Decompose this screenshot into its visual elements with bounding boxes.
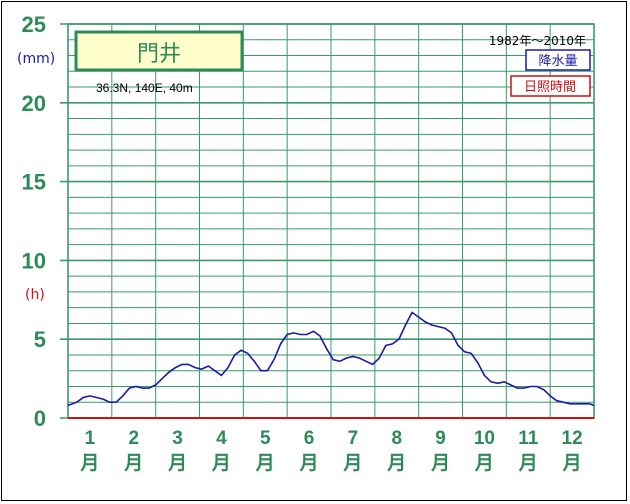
- station-box: [74, 30, 244, 72]
- x-tick-month-number: 6: [304, 428, 315, 449]
- x-tick-month-number: 2: [128, 428, 139, 449]
- legend-precip-label: 降水量: [538, 54, 577, 69]
- x-tick-month-kanji: 月: [386, 453, 406, 474]
- x-tick-month-kanji: 月: [430, 453, 450, 474]
- y-tick-label: 25: [22, 12, 46, 37]
- precip-unit-label: (mm): [17, 51, 55, 67]
- x-tick-month-kanji: 月: [518, 453, 538, 474]
- x-tick-month-number: 5: [260, 428, 271, 449]
- legend-precip-box: [525, 49, 591, 71]
- x-tick-month-number: 7: [348, 428, 359, 449]
- y-tick-label: 15: [22, 170, 46, 195]
- x-tick-month-kanji: 月: [211, 453, 231, 474]
- x-tick-month-kanji: 月: [474, 453, 494, 474]
- legend-sunshine-box: [510, 75, 591, 97]
- precip-series-line: [67, 311, 595, 407]
- x-tick-month-number: 1: [85, 428, 96, 449]
- y-tick-label: 0: [34, 406, 46, 431]
- y-tick-label: 5: [34, 327, 46, 352]
- x-tick-month-kanji: 月: [123, 453, 143, 474]
- legend-sunshine-label: 日照時間: [524, 80, 576, 95]
- sunshine-unit-label: (h): [25, 287, 45, 303]
- x-tick-month-number: 9: [435, 428, 446, 449]
- station-name: 門井: [137, 42, 181, 67]
- y-axis-labels: 0 5 10 15 20 25: [22, 12, 46, 431]
- x-tick-month-number: 10: [474, 428, 495, 449]
- x-tick-month-number: 11: [518, 428, 539, 449]
- x-tick-month-number: 8: [391, 428, 402, 449]
- x-tick-month-number: 3: [172, 428, 183, 449]
- x-tick-month-kanji: 月: [79, 453, 99, 474]
- y-tick-label: 10: [22, 248, 46, 273]
- x-tick-month-kanji: 月: [299, 453, 319, 474]
- x-tick-month-kanji: 月: [342, 453, 362, 474]
- x-tick-month-number: 12: [562, 428, 583, 449]
- x-tick-month-kanji: 月: [562, 453, 582, 474]
- station-coords: 36.3N, 140E, 40m: [96, 81, 193, 95]
- x-axis-labels: 1 月 2 月 3 月 4 月 5 月 6 月 7 月 8 月 9 月 10 月 11 月 12 月: [79, 428, 582, 474]
- x-tick-month-kanji: 月: [255, 453, 275, 474]
- x-tick-month-kanji: 月: [167, 453, 187, 474]
- year-range: 1982年～2010年: [489, 34, 586, 48]
- y-tick-label: 20: [22, 91, 46, 116]
- x-tick-month-number: 4: [216, 428, 227, 449]
